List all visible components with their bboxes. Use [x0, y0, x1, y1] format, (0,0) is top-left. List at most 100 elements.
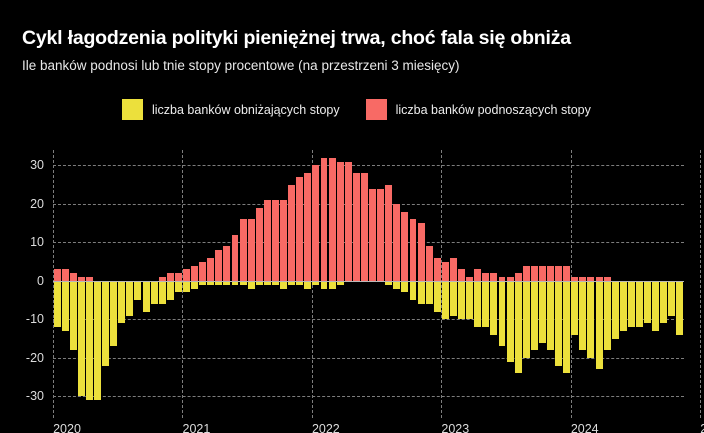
bar-cuts [417, 280, 425, 305]
chart-legend: liczba banków obniżających stopy liczba b… [122, 99, 591, 120]
bar-cuts [433, 280, 441, 312]
bar-cuts [385, 280, 393, 285]
gridline-y-20 [53, 203, 684, 205]
gridline-y-30 [53, 165, 684, 167]
bar-hikes [191, 265, 199, 281]
bar-cuts [110, 280, 118, 347]
bar-hikes [555, 265, 563, 281]
bar-hikes [231, 234, 239, 281]
bar-hikes [530, 265, 538, 281]
gridline-x-2023 [441, 150, 443, 418]
bar-hikes [352, 173, 360, 281]
bar-hikes [280, 200, 288, 281]
bar-cuts [247, 280, 255, 289]
bar-hikes [522, 265, 530, 281]
legend-label-cuts: liczba banków obniżających stopy [152, 102, 340, 117]
bar-hikes [417, 223, 425, 281]
bar-hikes [425, 246, 433, 281]
bar-hikes [482, 273, 490, 281]
bar-cuts [441, 280, 449, 320]
bar-cuts [336, 280, 344, 285]
bar-cuts [215, 280, 223, 285]
bar-hikes [506, 277, 514, 281]
gridline-x-2025 [700, 150, 702, 418]
bar-hikes [458, 269, 465, 281]
bar-hikes [207, 257, 215, 281]
bar-cuts [231, 280, 239, 285]
bar-cuts [150, 280, 158, 305]
bar-cuts [466, 280, 474, 320]
bar-cuts [126, 280, 134, 316]
bar-hikes [433, 257, 441, 281]
bar-cuts [498, 280, 506, 347]
x-axis-tick-2023: 2023 [441, 422, 470, 433]
bar-cuts [304, 280, 312, 289]
x-axis-tick-2022: 2022 [311, 422, 340, 433]
y-axis-tick-20: 20 [30, 196, 44, 211]
page-title: Cykl łagodzenia polityki pieniężnej trwa… [22, 27, 571, 49]
bar-cuts [474, 280, 482, 328]
bar-hikes [547, 265, 554, 281]
bar-cuts [619, 280, 627, 331]
legend-swatch-hikes [365, 99, 387, 120]
bar-cuts [320, 280, 328, 289]
bar-cuts [652, 280, 660, 331]
bar-hikes [401, 211, 409, 281]
gridline-x-2022 [311, 150, 313, 418]
bar-cuts [191, 280, 199, 289]
bar-cuts [158, 280, 166, 305]
legend-item-cuts[interactable]: liczba banków obniżających stopy [122, 99, 340, 120]
gridline-x-2021 [182, 150, 184, 418]
bar-hikes [69, 273, 77, 281]
bar-hikes [377, 188, 385, 281]
page-subtitle: Ile banków podnosi lub tnie stopy procen… [22, 58, 460, 73]
bar-cuts [69, 280, 77, 351]
zero-axis-line [53, 280, 684, 282]
bar-cuts [85, 280, 93, 401]
bar-hikes [385, 184, 393, 281]
bar-cuts [425, 280, 433, 305]
bar-cuts [280, 280, 288, 289]
bar-hikes [288, 184, 296, 281]
bar-hikes [239, 219, 247, 281]
bar-hikes [296, 176, 304, 281]
y-axis-tick-30: 30 [30, 158, 44, 173]
bar-hikes [328, 157, 336, 281]
x-axis-tick-2024: 2024 [570, 422, 599, 433]
bar-cuts [134, 280, 142, 301]
bar-hikes [166, 273, 174, 281]
y-axis-tick--20: -20 [25, 350, 44, 365]
bar-cuts [409, 280, 417, 301]
bar-hikes [409, 219, 417, 281]
bar-hikes [449, 257, 457, 281]
bar-cuts [514, 280, 522, 374]
bar-cuts [482, 280, 490, 328]
bar-cuts [328, 280, 336, 289]
bar-cuts [102, 280, 110, 366]
bar-cuts [174, 280, 182, 293]
y-axis-tick-0: 0 [37, 273, 44, 288]
bar-hikes [271, 200, 279, 281]
bar-cuts [595, 280, 603, 370]
bar-hikes [77, 277, 85, 281]
bar-hikes [247, 219, 255, 281]
bar-cuts [239, 280, 247, 285]
bar-cuts [676, 280, 684, 335]
bar-hikes [223, 246, 231, 281]
bar-cuts [555, 280, 563, 366]
bar-hikes [174, 273, 182, 281]
bar-cuts [401, 280, 409, 293]
bar-hikes [595, 277, 603, 281]
gridline-y--10 [53, 319, 684, 321]
bar-cuts [636, 280, 643, 328]
bar-hikes [312, 165, 320, 281]
bar-hikes [183, 269, 190, 281]
y-axis-tick-10: 10 [30, 235, 44, 250]
legend-item-hikes[interactable]: liczba banków podnoszących stopy [365, 99, 591, 120]
bar-hikes [441, 261, 449, 281]
bar-hikes [344, 161, 352, 281]
bar-cuts [530, 280, 538, 351]
bar-hikes [563, 265, 571, 281]
bar-cuts [563, 280, 571, 374]
